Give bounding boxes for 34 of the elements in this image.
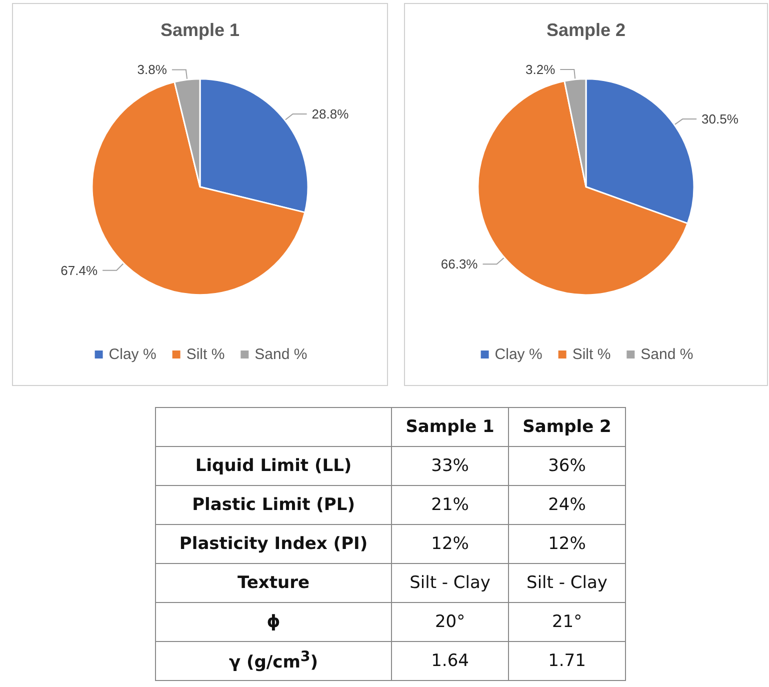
text: 24%: [548, 495, 586, 515]
data-label: 30.5%: [702, 112, 739, 127]
legend-label: Silt %: [572, 346, 611, 363]
category-label: Sample 2: [508, 408, 626, 446]
legend-label: Sand %: [254, 346, 308, 363]
text: 21%: [431, 495, 469, 515]
text: 36%: [548, 456, 586, 476]
text: 1.71: [548, 651, 586, 671]
text: 33%: [431, 456, 469, 476]
text: 12%: [548, 534, 586, 554]
text: Silt - Clay: [410, 573, 490, 593]
category-label: Texture: [238, 573, 310, 593]
category-label: Sample 1: [392, 408, 509, 446]
legend-label: Silt %: [186, 346, 225, 363]
chart-title: Sample 2: [546, 20, 626, 40]
data-label: 28.8%: [312, 106, 350, 122]
category-label: Plasticity Index (PI): [179, 534, 368, 554]
data-label: 3.8%: [137, 62, 168, 78]
data-label: 3.2%: [526, 62, 556, 77]
data-label: 67.4%: [60, 262, 98, 278]
data-label: 66.3%: [440, 256, 478, 272]
text: 1.64: [431, 651, 469, 671]
text: Silt - Clay: [526, 573, 608, 593]
category-label: ϕ: [266, 612, 280, 632]
legend-label: Sand %: [640, 346, 694, 363]
legend-label: Clay %: [108, 346, 156, 363]
category-label: Plastic Limit (PL): [192, 495, 355, 515]
category-label: Liquid Limit (LL): [195, 456, 352, 476]
text: 21°: [552, 612, 582, 632]
category-label: γ (g/cm$^{3}$): [228, 649, 318, 673]
chart-title: Sample 1: [160, 20, 240, 40]
text: 12%: [431, 534, 469, 554]
text: 20°: [434, 612, 466, 632]
legend-label: Clay %: [494, 346, 542, 363]
